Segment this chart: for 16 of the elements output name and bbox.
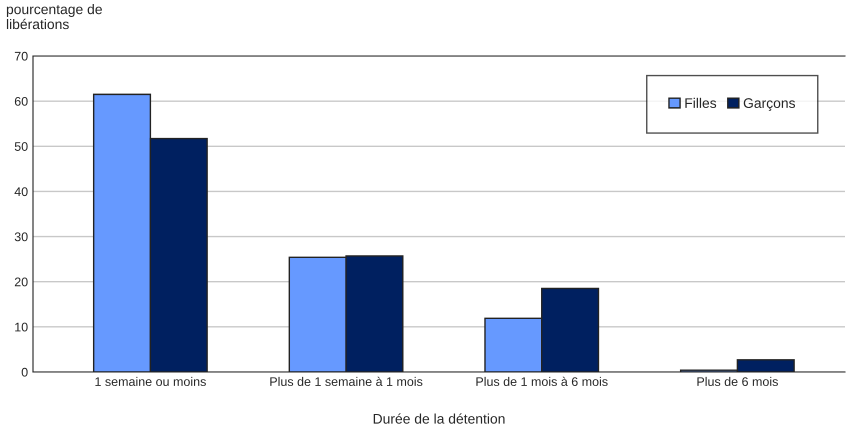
legend-label: Filles bbox=[685, 98, 716, 108]
x-tick-label: 1 semaine ou moins bbox=[95, 376, 206, 386]
x-tick-label: Plus de 1 semaine à 1 mois bbox=[270, 376, 422, 386]
x-tick-label: Plus de 1 mois à 6 mois bbox=[476, 376, 608, 386]
y-tick-label: 0 bbox=[22, 368, 28, 377]
y-tick-label: 40 bbox=[14, 187, 28, 196]
y-tick-label: 10 bbox=[15, 322, 28, 332]
x-axis-title: Durée de la détention bbox=[374, 413, 505, 424]
y-tick-label: 20 bbox=[14, 278, 28, 286]
y-tick-label: 60 bbox=[14, 96, 28, 106]
legend-label: Garçons bbox=[744, 98, 796, 111]
y-tick-label: 30 bbox=[14, 232, 28, 242]
y-axis-title: pourcentage de libérations bbox=[6, 4, 102, 30]
y-tick-label: 70 bbox=[14, 52, 28, 61]
x-tick-label: Plus de 6 mois bbox=[697, 376, 778, 386]
y-tick-label: 50 bbox=[14, 142, 28, 151]
